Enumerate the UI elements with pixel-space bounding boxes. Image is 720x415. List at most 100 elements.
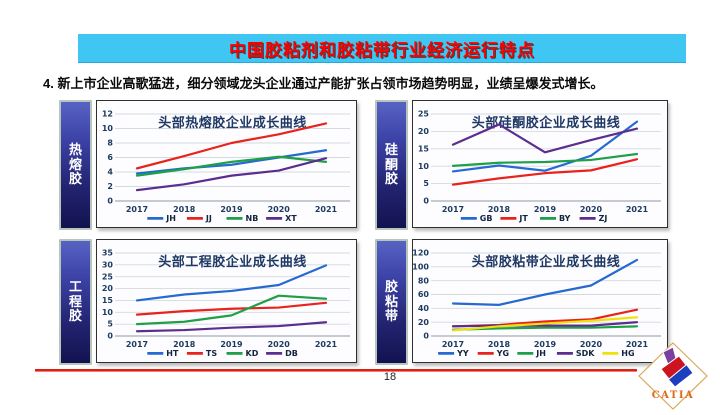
legend-label-JT: JT <box>518 214 528 223</box>
y-tick-label: 5 <box>107 320 113 329</box>
legend-label-DB: DB <box>285 349 298 358</box>
y-tick-label: 120 <box>413 249 429 258</box>
panel-label-hot-melt: 热熔胶 <box>59 100 92 230</box>
x-tick-label: 2018 <box>488 340 511 349</box>
x-tick-label: 2017 <box>442 205 464 214</box>
chart-title: 头部工程胶企业成长曲线 <box>158 254 307 270</box>
legend-label-JJ: JJ <box>205 214 212 223</box>
slide-subtitle: 4. 新上市企业高歌猛进，细分领域龙头企业通过产能扩张占领市场趋势明显，业绩呈爆… <box>43 76 604 91</box>
x-tick-label: 2018 <box>173 340 196 349</box>
chart-engineering: 0 5 10 15 20 25 30 35 2017 2018 2019 2020 2021 头部工程胶企… <box>96 239 357 363</box>
growth-chart-svg: 0 5 10 15 20 25 2017 2018 2019 2020 2021 头部硅酮胶企业成长曲… <box>418 110 661 223</box>
x-tick-label: 2020 <box>268 205 291 214</box>
growth-chart-svg: 0 20 40 60 80 100 120 2017 2018 2019 2020 2021 头部胶粘带… <box>413 249 661 358</box>
x-tick-label: 2018 <box>173 205 196 214</box>
y-tick-label: 25 <box>102 272 114 281</box>
series-line-JH <box>451 325 639 331</box>
legend-label-YY: YY <box>456 349 469 358</box>
legend-label-XT: XT <box>285 214 297 223</box>
y-tick-label: 35 <box>102 249 114 258</box>
legend-label-ZJ: ZJ <box>599 214 608 223</box>
x-tick-label: 2019 <box>534 340 557 349</box>
chart-title: 头部热熔胶企业成长曲线 <box>158 115 307 131</box>
growth-chart-svg: 0 2 4 6 8 10 12 2017 2018 2019 2020 2021 头部热熔胶企业成长曲线… <box>102 110 350 223</box>
y-tick-label: 10 <box>418 162 430 171</box>
x-tick-label: 2021 <box>626 340 649 349</box>
y-tick-label: 80 <box>418 276 430 285</box>
series-line-ZJ <box>451 123 639 154</box>
footer-divider-line <box>35 369 637 372</box>
series-line-JH <box>135 149 328 175</box>
y-tick-label: 5 <box>423 179 429 188</box>
y-tick-label: 10 <box>102 124 114 133</box>
y-tick-label: 30 <box>102 260 114 269</box>
x-tick-label: 2018 <box>488 205 511 214</box>
y-tick-label: 20 <box>418 318 430 327</box>
legend-label-JH: JH <box>535 349 546 358</box>
y-tick-label: 0 <box>107 332 113 341</box>
chart-title: 头部胶粘带企业成长曲线 <box>472 254 621 270</box>
series-line-SDK <box>451 321 639 328</box>
y-tick-label: 100 <box>413 262 429 271</box>
y-tick-label: 4 <box>107 168 113 177</box>
logo-red-ribbon <box>660 355 687 380</box>
growth-chart-svg: 0 5 10 15 20 25 30 35 2017 2018 2019 2020 2021 头部工程胶企… <box>102 249 350 358</box>
series-line-JJ <box>135 122 328 170</box>
x-tick-label: 2017 <box>126 340 148 349</box>
legend-label-NB: NB <box>246 214 259 223</box>
series-line-YY <box>451 258 639 306</box>
chart-silicone: 0 5 10 15 20 25 2017 2018 2019 2020 2021 头部硅酮胶企业成长曲… <box>412 100 668 228</box>
x-tick-label: 2020 <box>580 340 603 349</box>
y-tick-label: 20 <box>102 284 114 293</box>
y-tick-label: 40 <box>418 304 430 313</box>
series-line-JT <box>451 158 639 186</box>
legend-label-GB: GB <box>480 214 493 223</box>
y-tick-label: 10 <box>102 308 114 317</box>
chart-hot-melt: 0 2 4 6 8 10 12 2017 2018 2019 2020 2021 头部热熔胶企业成长曲线… <box>96 100 357 228</box>
catia-logo-graphic: CATIA <box>638 342 708 410</box>
legend-label-KD: KD <box>246 349 259 358</box>
y-tick-label: 20 <box>418 127 430 136</box>
y-tick-label: 0 <box>107 197 113 206</box>
y-tick-label: 0 <box>423 332 429 341</box>
series-line-DB <box>135 321 328 333</box>
legend-label-HG: HG <box>621 349 634 358</box>
x-tick-label: 2019 <box>534 205 557 214</box>
y-tick-label: 25 <box>418 110 430 119</box>
x-tick-label: 2017 <box>126 205 148 214</box>
legend-label-SDK: SDK <box>576 349 595 358</box>
series-line-KD <box>135 294 328 326</box>
catia-logo: CATIA <box>633 340 713 410</box>
series-line-BY <box>451 152 639 167</box>
series-line-NB <box>135 155 328 177</box>
series-line-HT <box>135 264 328 302</box>
y-tick-label: 0 <box>423 197 429 206</box>
y-tick-label: 15 <box>418 144 430 153</box>
x-tick-label: 2020 <box>268 340 291 349</box>
x-tick-label: 2020 <box>580 205 603 214</box>
y-tick-label: 6 <box>107 153 113 162</box>
x-tick-label: 2021 <box>315 205 338 214</box>
catia-logo-text: CATIA <box>652 390 695 401</box>
slide-title: 中国胶粘剂和胶粘带行业经济运行特点 <box>229 40 535 60</box>
y-tick-label: 15 <box>102 296 114 305</box>
legend-label-YG: YG <box>496 349 509 358</box>
legend-label-JH: JH <box>165 214 176 223</box>
x-tick-label: 2017 <box>442 340 464 349</box>
x-tick-label: 2019 <box>220 340 243 349</box>
y-tick-label: 8 <box>107 139 113 148</box>
legend-label-HT: HT <box>166 349 179 358</box>
x-tick-label: 2021 <box>626 205 649 214</box>
legend-label-TS: TS <box>206 349 217 358</box>
series-line-TS <box>135 301 328 316</box>
series-line-XT <box>135 157 328 192</box>
y-tick-label: 12 <box>102 110 113 119</box>
panel-label-tape: 胶粘带 <box>375 239 408 365</box>
series-line-HG <box>451 316 639 332</box>
slide-title-bar: 中国胶粘剂和胶粘带行业经济运行特点 <box>78 34 686 63</box>
x-tick-label: 2019 <box>220 205 243 214</box>
page-number: 18 <box>383 371 397 383</box>
y-tick-label: 2 <box>107 182 113 191</box>
panel-label-engineering: 工程胶 <box>59 239 92 365</box>
panel-label-silicone: 硅酮胶 <box>375 100 408 230</box>
